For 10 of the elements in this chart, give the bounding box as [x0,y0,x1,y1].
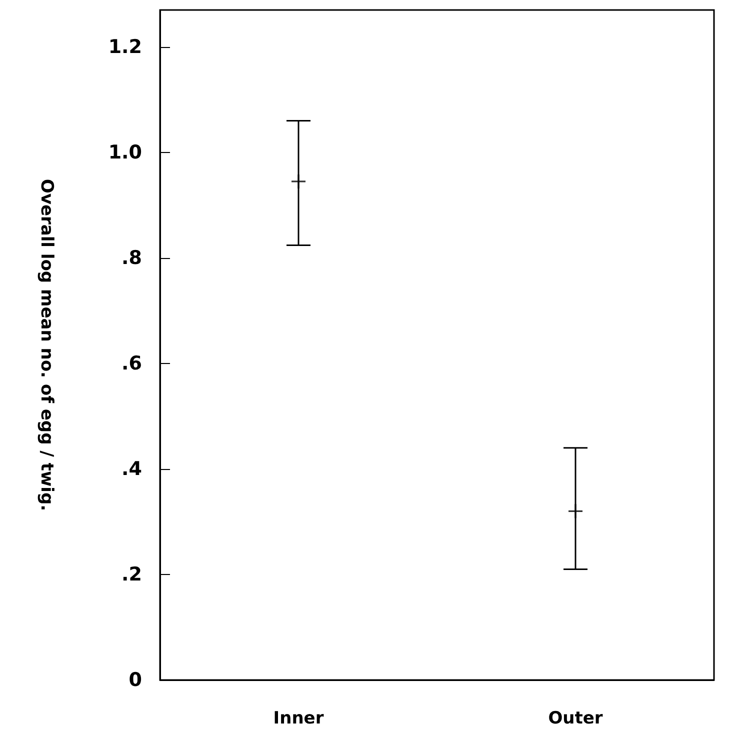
y-tick-label: .6 [122,352,142,374]
x-tick-label: Outer [548,708,604,728]
y-tick-label: .8 [122,246,142,269]
y-tick-label: .2 [122,563,142,586]
y-tick-label: .4 [122,458,142,480]
x-tick-label: Inner [273,708,324,728]
y-tick-label: 1.2 [108,36,142,58]
y-tick-label: 1.0 [108,141,142,164]
y-axis-title: Overall log mean no. of egg / twig. [36,178,56,512]
y-tick-label: 0 [128,669,142,691]
